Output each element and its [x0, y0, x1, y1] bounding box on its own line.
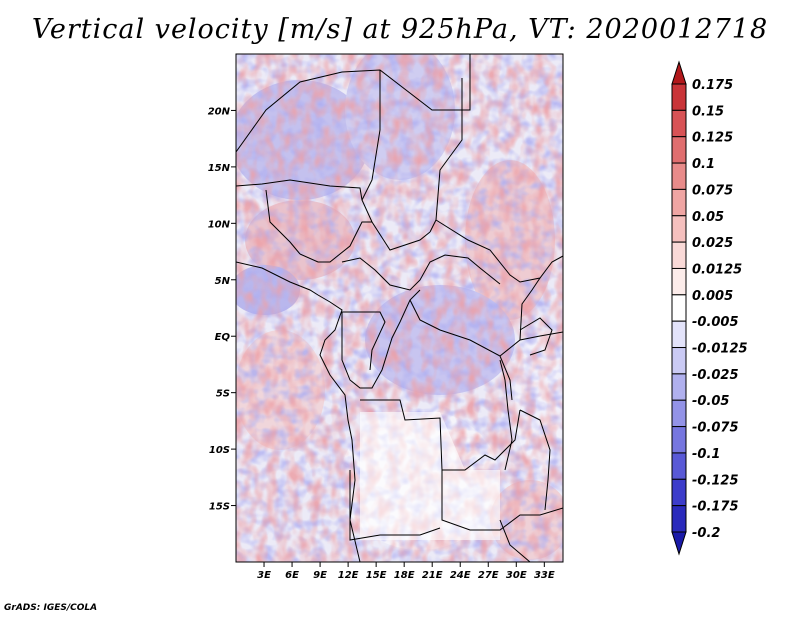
- colorbar-bin: [671, 136, 687, 164]
- colorbar-bin: [671, 426, 687, 454]
- colorbar-label: 0.1: [692, 157, 715, 172]
- y-tick-label: 10S: [209, 445, 230, 456]
- colorbar-label: -0.075: [692, 421, 739, 436]
- x-tick-label: 3E: [257, 570, 271, 581]
- colorbar-bin: [671, 452, 687, 480]
- colorbar-bin: [671, 399, 687, 428]
- map-title: Vertical velocity [m/s] at 925hPa, VT: 2…: [31, 14, 769, 45]
- colorbar-bin: [671, 109, 687, 138]
- grads-credit: GrADS: IGES/COLA: [4, 603, 98, 613]
- y-axis: 20N 15N 10N 5N EQ 5S 10S 15S: [208, 106, 236, 513]
- colorbar-label: 0.175: [692, 78, 733, 93]
- colorbar-label: 0.125: [692, 131, 733, 146]
- colorbar-bin: [671, 505, 687, 533]
- colorbar-label: -0.1: [692, 447, 720, 462]
- colorbar-max-arrow: [671, 60, 687, 85]
- colorbar-label: 0.15: [692, 104, 724, 119]
- x-tick-label: 9E: [313, 570, 327, 581]
- colorbar-bin: [671, 162, 687, 190]
- colorbar-bin: [671, 215, 687, 243]
- y-tick-label: 5N: [215, 276, 231, 287]
- x-tick-label: 30E: [506, 570, 527, 581]
- colorbar-label: -0.125: [692, 473, 739, 488]
- colorbar-label: -0.025: [692, 368, 739, 383]
- country-borders: [236, 54, 563, 562]
- x-tick-label: 15E: [366, 570, 387, 581]
- y-tick-label: 10N: [208, 219, 231, 230]
- colorbar-label: 0.05: [692, 210, 724, 225]
- colorbar-bin: [671, 347, 687, 375]
- colorbar-label: -0.05: [692, 394, 729, 409]
- colorbar-bin: [671, 188, 687, 217]
- x-tick-label: 27E: [478, 570, 499, 581]
- colorbar-bin: [671, 267, 687, 296]
- colorbar-label: 0.075: [692, 183, 733, 198]
- colorbar-bin: [671, 373, 687, 401]
- x-tick-label: 21E: [422, 570, 443, 581]
- map-frame: [235, 53, 564, 563]
- colorbar-label: -0.175: [692, 500, 739, 515]
- x-tick-label: 12E: [338, 570, 359, 581]
- y-tick-label: 15N: [208, 163, 231, 174]
- colorbar-label: -0.0125: [692, 342, 748, 357]
- x-tick-label: 33E: [534, 570, 555, 581]
- colorbar-bin: [671, 320, 687, 349]
- x-tick-label: 24E: [450, 570, 471, 581]
- colorbar-bin: [671, 478, 687, 507]
- y-tick-label: 5S: [216, 389, 230, 400]
- colorbar-bin: [671, 294, 687, 322]
- y-tick-label: EQ: [215, 332, 231, 343]
- velocity-field: [236, 54, 563, 562]
- x-tick-label: 6E: [285, 570, 299, 581]
- y-tick-label: 15S: [209, 502, 230, 513]
- colorbar-label: -0.2: [692, 526, 720, 541]
- colorbar-label: -0.005: [692, 315, 739, 330]
- colorbar-bin: [671, 241, 687, 269]
- colorbar-bin: [671, 83, 687, 111]
- x-axis: 3E 6E 9E 12E 15E 18E 21E 24E 27E 30E 33E: [257, 562, 555, 581]
- colorbar: 0.175 0.15 0.125 0.1 0.075 0.05 0.025 0.0125 0.0…: [671, 60, 748, 556]
- colorbar-label: 0.0125: [692, 262, 742, 277]
- colorbar-label: 0.025: [692, 236, 733, 251]
- y-tick-label: 20N: [208, 106, 231, 117]
- x-tick-label: 18E: [394, 570, 415, 581]
- colorbar-min-arrow: [671, 531, 687, 556]
- colorbar-label: 0.005: [692, 289, 733, 304]
